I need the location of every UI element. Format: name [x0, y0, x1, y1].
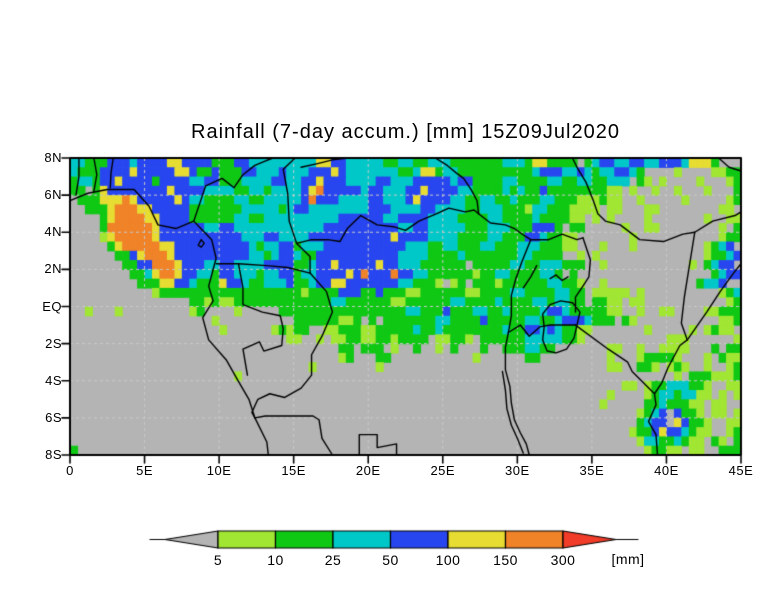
y-tick-label: 6S	[45, 409, 62, 425]
colorbar-tick-label: 50	[382, 552, 399, 568]
x-tick-label: 25E	[430, 463, 456, 478]
colorbar-tick-label: 25	[324, 552, 342, 568]
colorbar-tick-label: 300	[550, 552, 576, 568]
colorbar-tick-label: 150	[493, 552, 518, 568]
x-tick-label: 30E	[505, 463, 530, 478]
y-tick-label: 8N	[44, 150, 62, 165]
y-tick-label: 8S	[45, 447, 62, 462]
y-tick-label: 2N	[44, 261, 62, 277]
y-tick-label: 6N	[44, 187, 62, 203]
plot-title: Rainfall (7-day accum.) [mm] 15Z09Jul202…	[191, 121, 620, 143]
y-tick-label: 4S	[45, 372, 62, 388]
x-tick-label: 5E	[136, 463, 153, 478]
x-tick-label: 10E	[206, 463, 232, 478]
colorbar-tick-label: 10	[267, 552, 284, 568]
x-tick-label: 0	[66, 463, 74, 478]
x-tick-label: 35E	[579, 463, 605, 478]
x-tick-label: 20E	[355, 463, 381, 478]
colorbar-tick-label: 5	[213, 552, 223, 568]
colorbar-unit-label: [mm]	[611, 551, 645, 567]
x-tick-label: 15E	[281, 463, 306, 478]
y-tick-label: 2S	[45, 335, 62, 351]
y-tick-label: 4N	[44, 224, 62, 240]
x-tick-label: 45E	[728, 463, 754, 478]
y-tick-label: EQ	[42, 298, 62, 314]
colorbar-tick-label: 100	[435, 552, 461, 568]
x-tick-label: 40E	[654, 463, 679, 478]
